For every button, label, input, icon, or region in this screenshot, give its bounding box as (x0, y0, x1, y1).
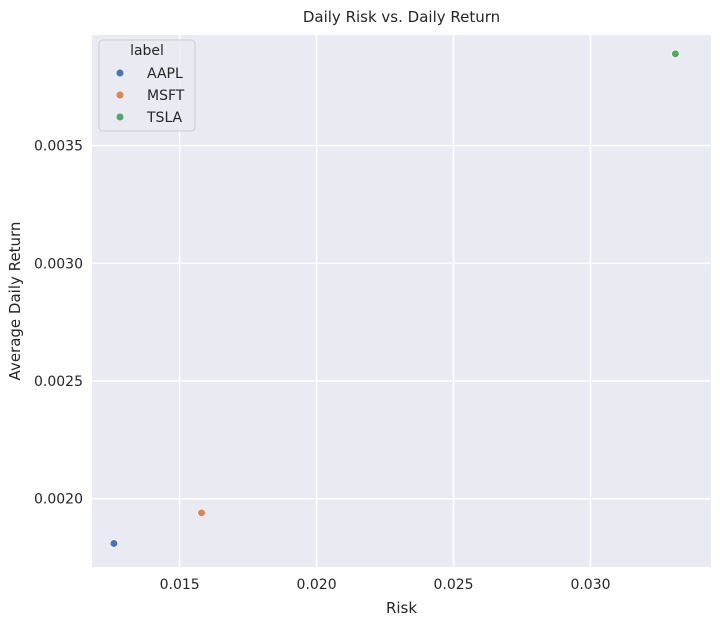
x-tick-label: 0.020 (297, 577, 337, 593)
legend-marker-aapl (116, 69, 124, 77)
x-axis-label: Risk (386, 599, 417, 617)
data-point-tsla (671, 49, 680, 58)
x-tick-label: 0.015 (160, 577, 200, 593)
legend-frame (98, 39, 196, 132)
legend-label-msft: MSFT (147, 88, 185, 104)
y-tick-label: 0.0025 (34, 374, 83, 390)
y-tick-label: 0.0030 (34, 256, 83, 272)
x-axis-ticks: 0.015 0.020 0.025 0.030 (160, 577, 611, 593)
data-points (109, 49, 680, 548)
legend: label AAPL MSFT TSLA (98, 39, 196, 132)
y-tick-label: 0.0035 (34, 139, 83, 155)
y-axis-ticks: 0.0020 0.0025 0.0030 0.0035 (34, 139, 83, 508)
legend-label-aapl: AAPL (147, 66, 183, 82)
legend-label-tsla: TSLA (146, 110, 183, 126)
chart-title: Daily Risk vs. Daily Return (303, 8, 500, 26)
data-point-aapl (109, 539, 119, 548)
legend-entries: AAPL MSFT TSLA (116, 66, 185, 126)
legend-title: label (130, 43, 164, 59)
y-axis-label: Average Daily Return (6, 222, 24, 381)
x-tick-label: 0.030 (570, 577, 610, 593)
legend-marker-tsla (116, 113, 124, 121)
x-tick-label: 0.025 (433, 577, 473, 593)
y-tick-label: 0.0020 (34, 492, 83, 508)
legend-marker-msft (116, 91, 124, 99)
data-point-msft (197, 508, 206, 517)
